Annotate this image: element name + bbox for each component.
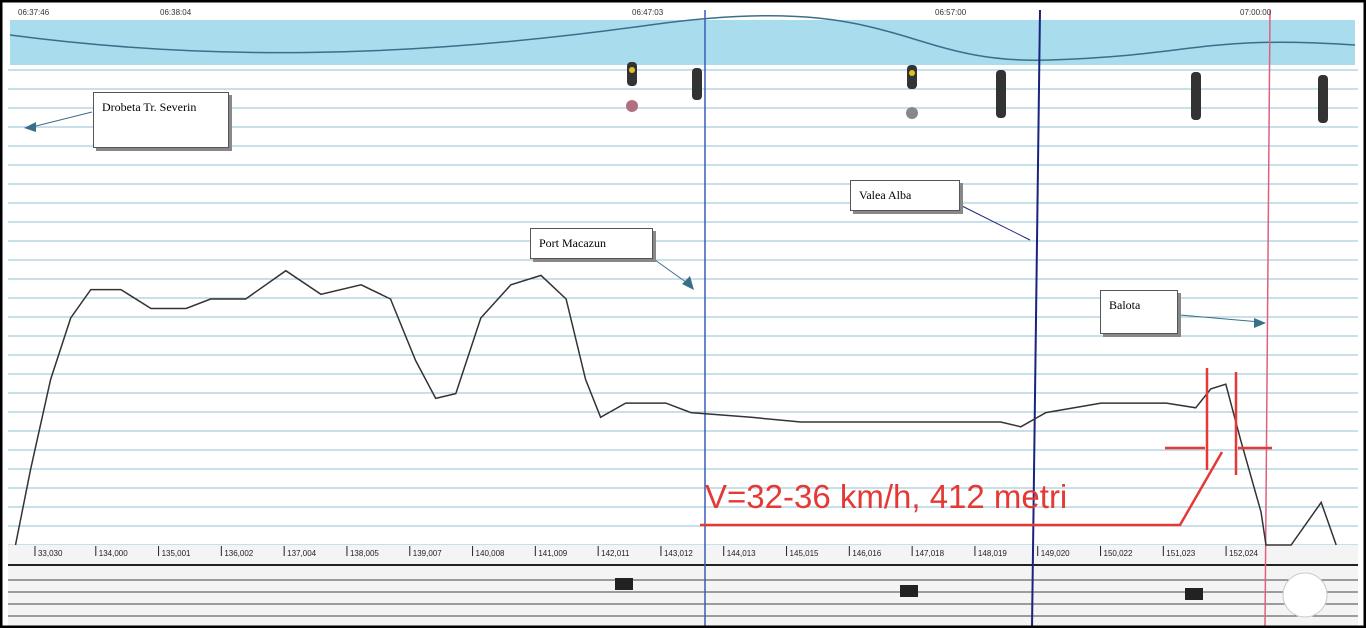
annotation: V=32-36 km/h, 412 metri [705, 478, 1067, 515]
measure-marker [700, 368, 1272, 527]
x-tick-label: 136,002 [224, 549, 253, 558]
station-label: Balota [1100, 290, 1178, 334]
arrowhead [682, 276, 694, 290]
arrowhead [1254, 318, 1266, 328]
x-tick-label: 138,005 [350, 549, 379, 558]
bottom-strip [8, 545, 1358, 628]
station-label: Drobeta Tr. Severin [93, 92, 229, 148]
callout-arrow [27, 111, 93, 129]
plot: 33,030 134,000 135,001 136,002 137,004 138,00… [14, 269, 1337, 558]
x-tick-label: 139,007 [413, 549, 442, 558]
time-label: 06:57:00 [935, 8, 967, 17]
time-band [10, 20, 1355, 65]
x-tick-label: 146,016 [852, 549, 881, 558]
x-tick-label: 141,009 [538, 549, 567, 558]
callout-arrow [1179, 314, 1261, 323]
x-tick-label: 134,000 [99, 549, 128, 558]
tape-ruling [8, 69, 1358, 546]
event-line [1264, 9, 1271, 628]
time-label: 06:37:46 [18, 8, 50, 17]
strip-circle [1282, 572, 1328, 618]
strip-block [900, 585, 918, 597]
speed-line [14, 269, 1337, 546]
time-label: 06:47:03 [632, 8, 664, 17]
callout-arrow [959, 204, 1031, 241]
strip-block [615, 578, 633, 590]
x-tick-label: 143,012 [664, 549, 693, 558]
station-label: Port Macazun [530, 228, 653, 259]
x-tick-label: 148,019 [978, 549, 1007, 558]
strip-block [1185, 588, 1203, 600]
x-tick-label: 135,001 [162, 549, 191, 558]
x-tick-label: 137,004 [287, 549, 316, 558]
station-label: Valea Alba [850, 180, 960, 211]
x-tick-label: 144,013 [727, 549, 756, 558]
x-tick-label: 150,022 [1104, 549, 1133, 558]
x-tick-label: 145,015 [790, 549, 819, 558]
x-tick-label: 149,020 [1041, 549, 1070, 558]
x-tick-label: 151,023 [1166, 549, 1195, 558]
x-tick-label: 33,030 [38, 549, 63, 558]
callout-arrow [654, 259, 691, 286]
x-tick-label: 142,011 [601, 549, 630, 558]
x-tick-label: 147,018 [915, 549, 944, 558]
time-label: 07:00:00 [1240, 8, 1272, 17]
arrowhead [24, 122, 36, 132]
x-tick-label: 140,008 [476, 549, 505, 558]
time-label: 06:38:04 [160, 8, 192, 17]
time-trace [9, 14, 1356, 61]
x-tick-label: 152,024 [1229, 549, 1258, 558]
signals [626, 62, 1328, 123]
